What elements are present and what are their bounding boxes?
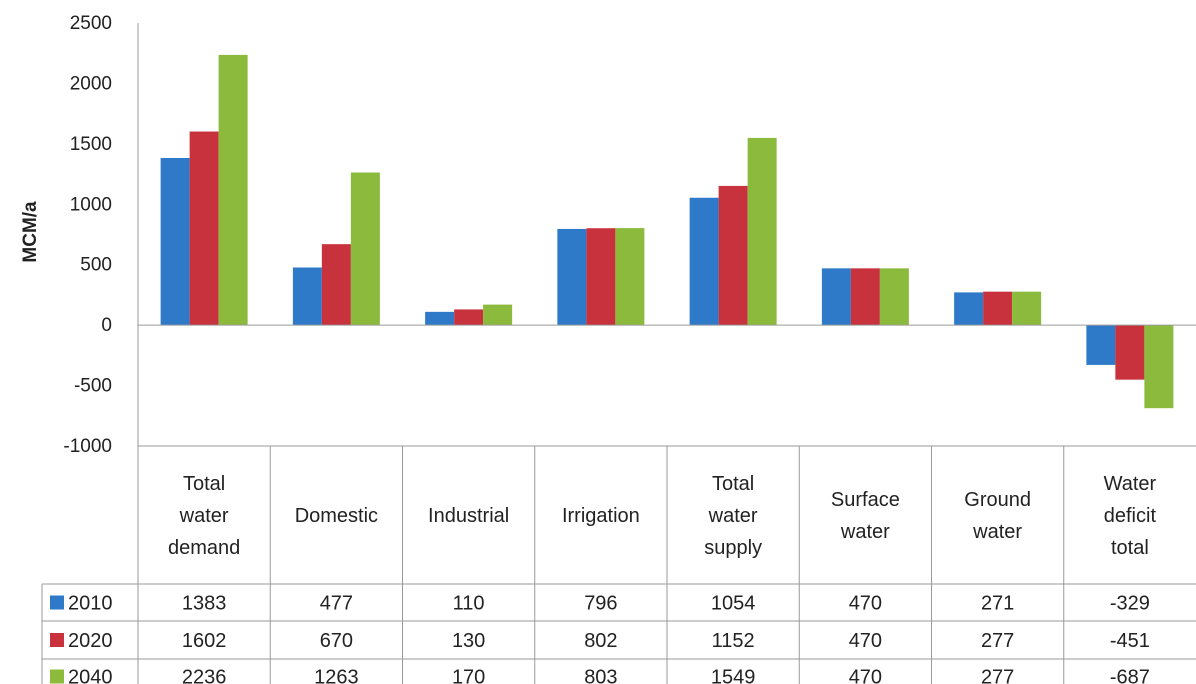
data-label: 802: [584, 630, 617, 652]
category-label: Total water supply: [704, 473, 762, 559]
bar-2010-3: [425, 311, 455, 326]
bar-2040-8: [1144, 325, 1174, 409]
data-label: 803: [584, 667, 617, 684]
data-label: 796: [584, 593, 617, 615]
y-tick-label: 0: [101, 315, 112, 336]
data-label: 1549: [711, 667, 756, 684]
data-label: 470: [849, 593, 882, 615]
data-label: 271: [981, 593, 1014, 615]
bar-2010-5: [689, 197, 719, 326]
bar-2040-5: [747, 137, 777, 326]
data-label: 470: [849, 630, 882, 652]
bar-2040-2: [350, 172, 380, 326]
category-label: Total water demand: [168, 473, 240, 559]
data-table: Total water demand Domestic Industrial Irriga…: [41, 445, 1196, 684]
bar-2020-2: [321, 244, 351, 326]
bar-2040-7: [1012, 291, 1042, 326]
bar-2020-6: [850, 268, 880, 326]
bar-2040-3: [483, 304, 513, 326]
y-tick-label: -1000: [63, 436, 112, 457]
bar-2040-1: [218, 54, 248, 326]
bar-2010-8: [1086, 325, 1116, 365]
y-tick-label: -500: [74, 376, 112, 397]
category-label: Ground water: [964, 489, 1031, 543]
bar-2010-1: [160, 157, 190, 326]
legend-swatch-2010: [50, 595, 64, 610]
bar-2010-6: [821, 268, 851, 326]
y-tick-label: 2000: [70, 73, 112, 94]
data-label: 277: [981, 667, 1014, 684]
y-tick-label: 2500: [70, 13, 112, 34]
bar-2020-3: [454, 309, 484, 326]
data-label: 470: [849, 667, 882, 684]
bar-2020-5: [718, 185, 748, 326]
data-label: 1054: [711, 593, 756, 615]
data-label: 1383: [182, 593, 227, 615]
legend-swatch-2040: [50, 669, 64, 684]
bar-2010-7: [954, 292, 984, 326]
data-label: 1152: [712, 630, 755, 652]
category-label: Water deficit total: [1104, 473, 1157, 559]
bar-2010-2: [292, 267, 322, 326]
category-label: Irrigation: [562, 505, 640, 527]
bar-2040-4: [615, 228, 645, 326]
y-tick-label: 1500: [70, 134, 112, 155]
y-axis-ticks: 2500 2000 1500 1000 500 0 -500 -1000: [63, 13, 112, 457]
category-label: Domestic: [295, 505, 378, 527]
y-tick-label: 1000: [70, 194, 112, 215]
axes: [137, 23, 1196, 446]
data-label: 477: [320, 593, 353, 615]
y-tick-label: 500: [80, 255, 112, 276]
legend-swatch-2020: [50, 633, 64, 647]
data-label: 1263: [314, 667, 359, 684]
data-label: -451: [1110, 630, 1150, 652]
legend-label-2020: 2020: [68, 630, 113, 652]
data-label: 130: [452, 630, 485, 652]
category-label: Surface water: [831, 489, 900, 543]
legend-label-2010: 2010: [68, 593, 113, 615]
bar-2010-4: [557, 228, 587, 326]
bar-2020-1: [189, 131, 219, 326]
bar-2020-7: [983, 291, 1013, 326]
data-label: 170: [452, 667, 485, 684]
legend-label-2040: 2040: [68, 667, 113, 684]
data-label: 1602: [182, 630, 227, 652]
y-axis-label: MCM/a: [20, 201, 41, 263]
data-label: 670: [320, 630, 353, 652]
data-label: 277: [981, 630, 1014, 652]
bars: [160, 54, 1174, 409]
bar-2020-8: [1115, 325, 1145, 380]
data-label: 2236: [182, 667, 227, 684]
bar-2040-6: [879, 268, 909, 326]
data-label: -329: [1110, 593, 1150, 615]
data-label: 110: [453, 593, 485, 615]
bar-2020-4: [586, 228, 616, 326]
category-label: Industrial: [428, 505, 509, 527]
data-label: -687: [1110, 667, 1150, 684]
